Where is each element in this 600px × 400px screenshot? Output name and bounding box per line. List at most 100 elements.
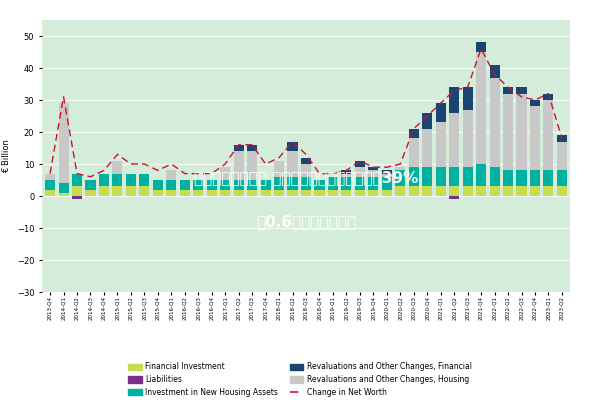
Bar xyxy=(530,170,540,186)
Bar xyxy=(355,167,365,177)
Bar xyxy=(328,177,338,190)
Bar xyxy=(287,142,298,151)
Bar xyxy=(85,190,95,196)
Bar xyxy=(503,94,513,170)
Bar xyxy=(301,164,311,177)
Bar xyxy=(59,183,68,193)
Bar xyxy=(503,170,513,186)
Bar xyxy=(449,87,459,113)
Bar xyxy=(139,186,149,196)
Bar xyxy=(328,190,338,196)
Bar xyxy=(395,170,406,186)
Bar xyxy=(557,135,567,142)
Bar xyxy=(72,174,82,186)
Bar xyxy=(503,87,513,94)
Bar xyxy=(436,103,446,122)
Bar xyxy=(544,94,553,100)
Bar xyxy=(99,174,109,186)
Bar xyxy=(72,196,82,199)
Bar xyxy=(206,180,217,190)
Bar xyxy=(557,186,567,196)
Bar xyxy=(287,190,298,196)
Bar xyxy=(490,186,500,196)
Bar xyxy=(247,145,257,151)
Legend: Financial Investment, Liabilities, Investment in New Housing Assets, Revaluation: Financial Investment, Liabilities, Inves… xyxy=(125,359,475,400)
Bar xyxy=(247,190,257,196)
Bar xyxy=(72,186,82,196)
Bar xyxy=(517,94,527,170)
Bar xyxy=(99,186,109,196)
Bar xyxy=(247,180,257,190)
Bar xyxy=(260,190,271,196)
Bar xyxy=(490,78,500,167)
Bar xyxy=(220,180,230,190)
Bar xyxy=(368,167,379,170)
Bar xyxy=(193,180,203,190)
Bar xyxy=(301,177,311,190)
Bar xyxy=(382,174,392,177)
Bar xyxy=(449,113,459,167)
Bar xyxy=(153,180,163,190)
Bar xyxy=(220,167,230,180)
Bar xyxy=(59,103,68,183)
Bar xyxy=(368,170,379,177)
Bar xyxy=(341,174,352,177)
Bar xyxy=(126,186,136,196)
Bar xyxy=(436,122,446,167)
Bar xyxy=(517,87,527,94)
Bar xyxy=(233,151,244,180)
Bar xyxy=(503,186,513,196)
Bar xyxy=(382,190,392,196)
Bar xyxy=(153,190,163,196)
Bar xyxy=(287,177,298,190)
Bar xyxy=(422,129,432,167)
Bar xyxy=(490,167,500,186)
Bar xyxy=(436,186,446,196)
Bar xyxy=(530,100,540,106)
Bar xyxy=(355,190,365,196)
Bar xyxy=(544,100,553,170)
Bar xyxy=(476,52,486,164)
Bar xyxy=(395,167,406,170)
Bar xyxy=(180,190,190,196)
Bar xyxy=(341,170,352,174)
Bar xyxy=(166,180,176,190)
Bar xyxy=(476,164,486,186)
Bar xyxy=(368,177,379,190)
Y-axis label: € Billion: € Billion xyxy=(2,139,11,173)
Bar xyxy=(409,167,419,186)
Bar xyxy=(463,186,473,196)
Bar xyxy=(557,142,567,170)
Bar xyxy=(395,186,406,196)
Bar xyxy=(247,151,257,180)
Bar xyxy=(463,110,473,167)
Bar xyxy=(422,186,432,196)
Bar xyxy=(233,145,244,151)
Text: 募0.6亿国金证券保荝: 募0.6亿国金证券保荝 xyxy=(256,214,356,229)
Bar xyxy=(517,170,527,186)
Bar xyxy=(409,186,419,196)
Bar xyxy=(449,196,459,199)
Bar xyxy=(85,180,95,190)
Bar xyxy=(112,161,122,174)
Bar xyxy=(233,190,244,196)
Bar xyxy=(112,186,122,196)
Bar xyxy=(166,170,176,180)
Bar xyxy=(490,65,500,78)
Bar xyxy=(341,190,352,196)
Bar xyxy=(341,177,352,190)
Bar xyxy=(220,190,230,196)
Bar xyxy=(409,138,419,167)
Bar xyxy=(422,167,432,186)
Bar xyxy=(59,193,68,196)
Bar xyxy=(463,167,473,186)
Bar xyxy=(544,186,553,196)
Bar xyxy=(355,177,365,190)
Bar xyxy=(409,129,419,138)
Bar xyxy=(463,87,473,110)
Bar xyxy=(355,161,365,167)
Bar xyxy=(476,42,486,52)
Bar xyxy=(449,186,459,196)
Bar xyxy=(476,186,486,196)
Bar xyxy=(544,170,553,186)
